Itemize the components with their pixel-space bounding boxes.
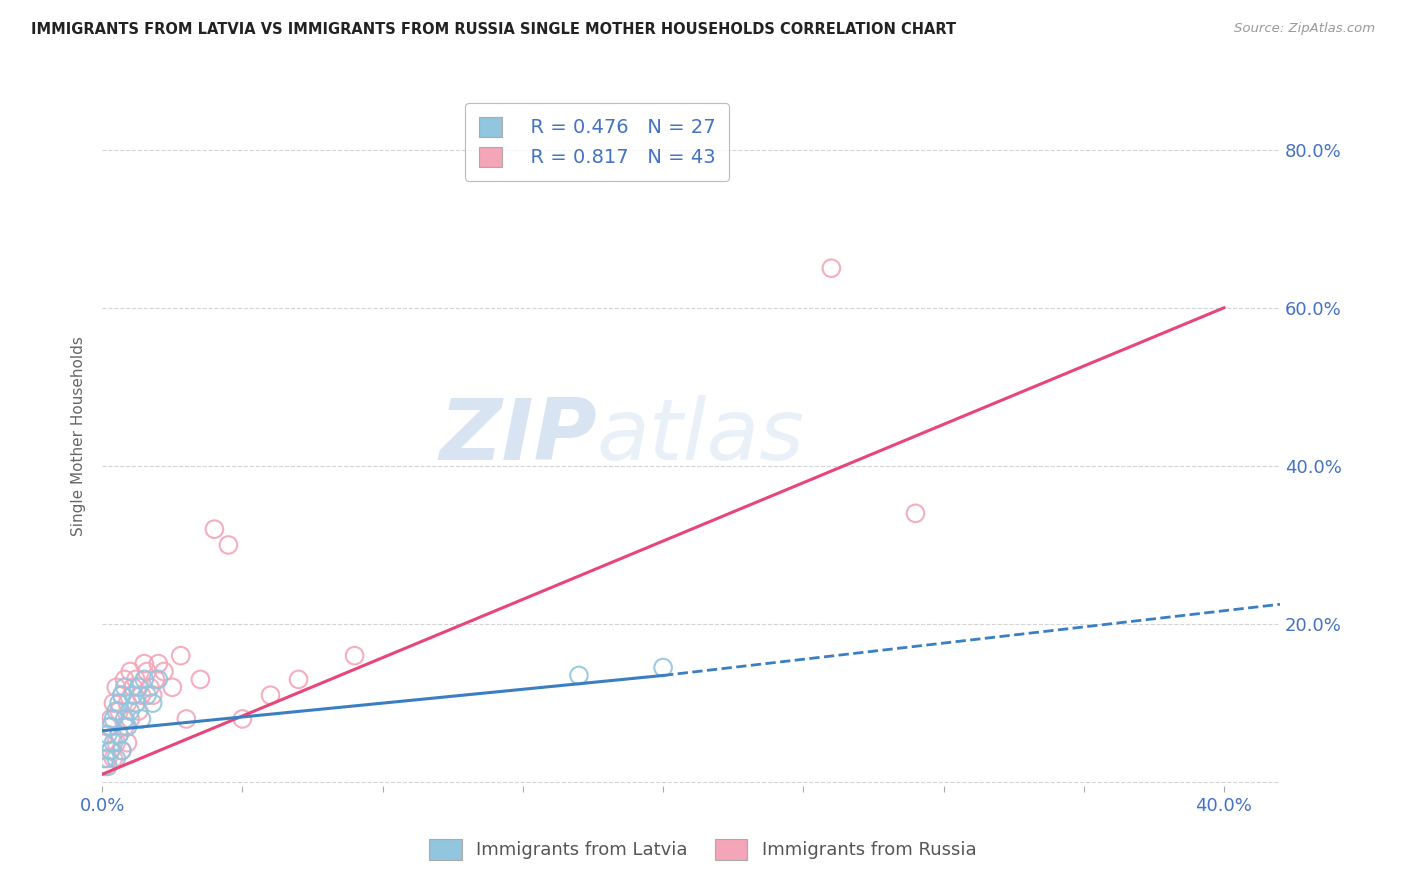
Point [120, 712, 142, 726]
Point [103, 712, 125, 726]
Text: Source: ZipAtlas.com: Source: ZipAtlas.com [1234, 22, 1375, 36]
Point [148, 673, 170, 687]
Text: IMMIGRANTS FROM LATVIA VS IMMIGRANTS FROM RUSSIA SINGLE MOTHER HOUSEHOLDS CORREL: IMMIGRANTS FROM LATVIA VS IMMIGRANTS FRO… [31, 22, 956, 37]
Point [202, 522, 225, 536]
Point [125, 673, 148, 687]
Point [145, 673, 167, 687]
Point [117, 696, 139, 710]
Point [134, 657, 156, 671]
Point [287, 673, 309, 687]
Point [94, 759, 117, 773]
Point [904, 507, 927, 521]
Point [153, 665, 176, 679]
Point [114, 681, 136, 695]
Point [97, 728, 120, 742]
Point [820, 261, 842, 276]
Point [176, 712, 198, 726]
Point [162, 681, 184, 695]
Point [652, 660, 675, 674]
Point [114, 712, 136, 726]
Point [117, 720, 139, 734]
Text: atlas: atlas [598, 395, 804, 478]
Legend:   R = 0.476   N = 27,   R = 0.817   N = 43: R = 0.476 N = 27, R = 0.817 N = 43 [465, 103, 730, 181]
Point [120, 665, 142, 679]
Point [97, 759, 120, 773]
Point [114, 720, 136, 734]
Y-axis label: Single Mother Households: Single Mother Households [72, 336, 86, 536]
Point [111, 688, 134, 702]
Point [217, 538, 239, 552]
Point [100, 712, 122, 726]
Point [108, 696, 131, 710]
Point [111, 688, 134, 702]
Point [148, 657, 170, 671]
Point [105, 681, 128, 695]
Point [142, 688, 165, 702]
Point [131, 712, 153, 726]
Legend: Immigrants from Latvia, Immigrants from Russia: Immigrants from Latvia, Immigrants from … [422, 831, 984, 867]
Point [97, 720, 120, 734]
Point [114, 673, 136, 687]
Text: ZIP: ZIP [439, 395, 598, 478]
Point [568, 668, 591, 682]
Point [170, 648, 193, 663]
Point [120, 704, 142, 718]
Point [103, 696, 125, 710]
Point [259, 688, 281, 702]
Point [94, 751, 117, 765]
Point [111, 743, 134, 757]
Point [134, 673, 156, 687]
Point [108, 704, 131, 718]
Point [131, 688, 153, 702]
Point [97, 751, 120, 765]
Point [105, 736, 128, 750]
Point [103, 751, 125, 765]
Point [108, 728, 131, 742]
Point [231, 712, 253, 726]
Point [122, 681, 145, 695]
Point [117, 736, 139, 750]
Point [111, 743, 134, 757]
Point [139, 681, 162, 695]
Point [105, 751, 128, 765]
Point [125, 696, 148, 710]
Point [136, 665, 159, 679]
Point [105, 704, 128, 718]
Point [108, 728, 131, 742]
Point [136, 688, 159, 702]
Point [100, 720, 122, 734]
Point [122, 688, 145, 702]
Point [94, 736, 117, 750]
Point [142, 696, 165, 710]
Point [190, 673, 212, 687]
Point [100, 743, 122, 757]
Point [128, 704, 150, 718]
Point [128, 681, 150, 695]
Point [343, 648, 366, 663]
Point [103, 736, 125, 750]
Point [100, 743, 122, 757]
